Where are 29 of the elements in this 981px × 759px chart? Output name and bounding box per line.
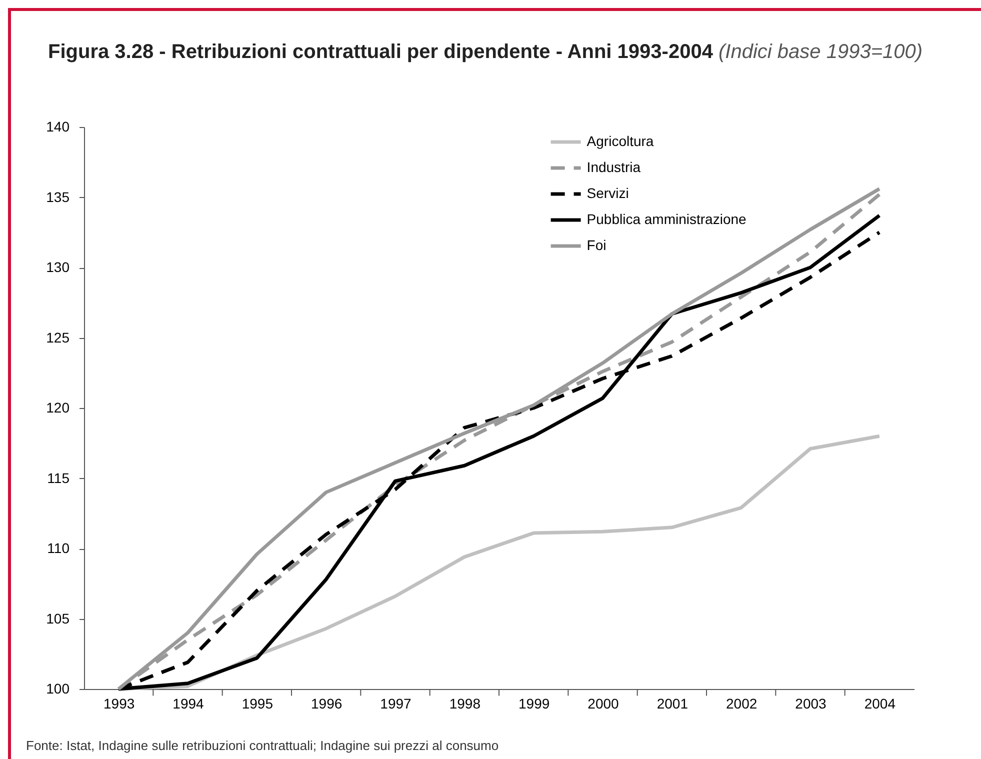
x-tick-label: 1997	[380, 696, 412, 712]
y-tick-label: 100	[46, 680, 70, 696]
x-tick-label: 1993	[104, 696, 135, 712]
chart-title: Figura 3.28 - Retribuzioni contrattuali per dipendente - Anni 1993-2004	[48, 41, 713, 63]
y-tick-label: 120	[46, 400, 70, 416]
legend-label: Agricoltura	[586, 133, 654, 149]
legend-label: Foi	[586, 237, 606, 253]
x-tick-label: 1998	[449, 696, 481, 712]
y-tick-label: 140	[46, 118, 70, 134]
chart-subtitle: (Indici base 1993=100)	[718, 41, 923, 63]
legend-label: Pubblica amministrazione	[586, 211, 747, 227]
y-tick-label: 135	[46, 188, 70, 205]
x-tick-label: 2004	[864, 696, 896, 712]
legend-label: Servizi	[586, 185, 629, 201]
x-tick-label: 1995	[242, 696, 274, 712]
x-tick-label: 1996	[311, 696, 342, 712]
y-tick-label: 130	[46, 259, 70, 275]
y-tick-label: 125	[46, 329, 70, 346]
x-tick-label: 2000	[588, 696, 620, 712]
x-tick-label: 2001	[656, 696, 688, 712]
x-tick-label: 1994	[172, 696, 204, 712]
x-tick-label: 1999	[518, 696, 550, 712]
legend-label: Industria	[586, 159, 641, 175]
y-tick-label: 110	[47, 540, 70, 556]
x-tick-label: 2002	[726, 696, 758, 712]
x-tick-label: 2003	[795, 696, 827, 712]
y-tick-label: 115	[47, 470, 70, 486]
y-tick-label: 105	[46, 610, 70, 626]
source-note: Fonte: Istat, Indagine sulle retribuzioni contrattuali; Indagine sui prezzi al consumo	[26, 738, 499, 753]
